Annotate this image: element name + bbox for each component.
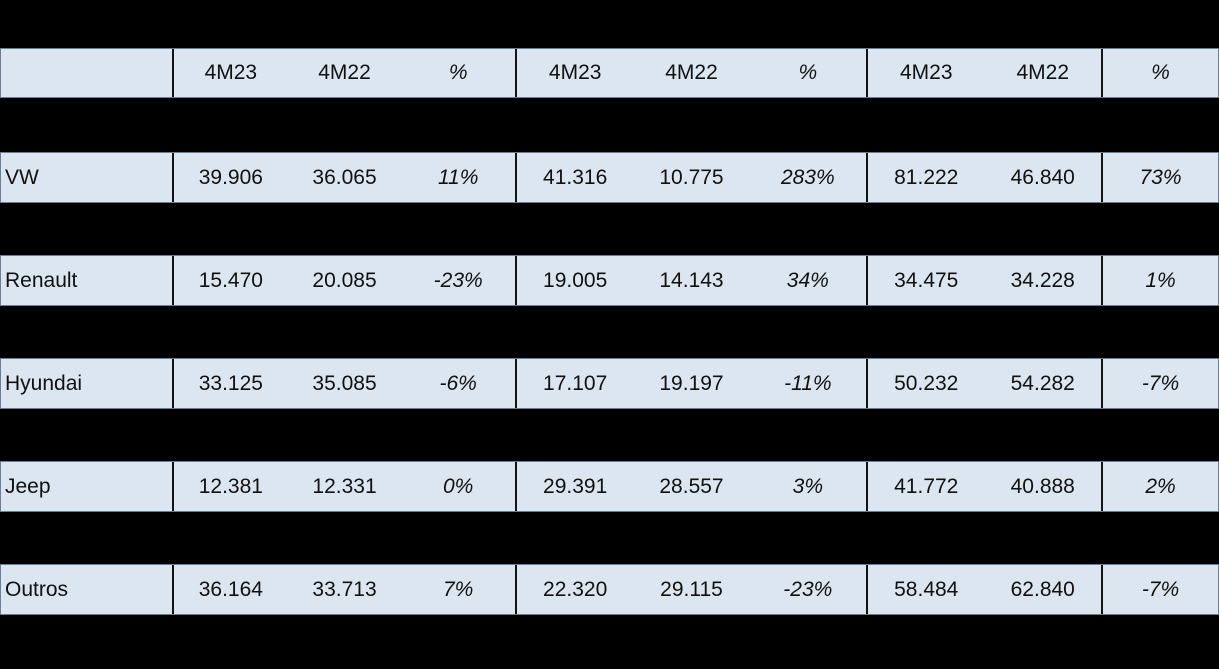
col-header-4m23: 4M23 xyxy=(899,61,953,84)
value-cell: 33.125 xyxy=(198,371,263,395)
value-cell: 39.906 xyxy=(198,165,263,189)
value-cell: 81.222 xyxy=(894,165,959,189)
row-label: Outros xyxy=(0,565,172,614)
value-cell: 58.484 xyxy=(894,577,959,601)
value-cell: 17.107 xyxy=(543,371,608,395)
value-group-4: -7% xyxy=(1101,359,1219,408)
table-row-vw: VW 39.906 36.065 11% 41.316 10.775 283% … xyxy=(0,152,1219,203)
col-header-pct: % xyxy=(448,61,468,84)
value-cell: 10.775 xyxy=(659,165,724,189)
pct-cell: -7% xyxy=(1141,577,1180,601)
row-spacer xyxy=(0,512,1219,564)
value-group-2: 22.320 29.115 -23% xyxy=(515,565,866,614)
value-cell: 19.197 xyxy=(659,371,724,395)
value-group-2: 41.316 10.775 283% xyxy=(515,153,866,202)
value-cell: 20.085 xyxy=(312,268,377,292)
value-cell: 28.557 xyxy=(659,474,724,498)
table-row-hyundai: Hyundai 33.125 35.085 -6% 17.107 19.197 … xyxy=(0,358,1219,409)
col-header-pct: % xyxy=(798,61,818,84)
value-cell: 22.320 xyxy=(543,577,608,601)
corner-cell xyxy=(0,49,172,97)
table-header-row: 4M23 4M22 % 4M23 4M22 % 4M23 4M22 % xyxy=(0,48,1219,98)
value-cell: 41.772 xyxy=(894,474,959,498)
pct-cell: 34% xyxy=(786,268,829,292)
col-header-pct: % xyxy=(1151,61,1170,84)
value-cell: 54.282 xyxy=(1010,371,1075,395)
value-cell: 12.381 xyxy=(198,474,263,498)
value-group-3: 58.484 62.840 xyxy=(866,565,1101,614)
value-group-3: 34.475 34.228 xyxy=(866,256,1101,305)
value-group-1: 33.125 35.085 -6% xyxy=(172,359,515,408)
col-header-4m23: 4M23 xyxy=(548,61,602,84)
value-cell: 14.143 xyxy=(659,268,724,292)
table-row-outros: Outros 36.164 33.713 7% 22.320 29.115 -2… xyxy=(0,564,1219,615)
col-header-4m22: 4M22 xyxy=(318,61,371,84)
row-spacer xyxy=(0,409,1219,461)
value-cell: 29.391 xyxy=(543,474,608,498)
value-cell: 50.232 xyxy=(894,371,959,395)
top-black-band xyxy=(0,0,1219,48)
row-spacer xyxy=(0,203,1219,255)
value-group-3: 81.222 46.840 xyxy=(866,153,1101,202)
pct-cell: -23% xyxy=(433,268,483,292)
header-group-4: % xyxy=(1101,49,1219,97)
col-header-4m22: 4M22 xyxy=(665,61,718,84)
value-group-1: 15.470 20.085 -23% xyxy=(172,256,515,305)
value-group-4: -7% xyxy=(1101,565,1219,614)
value-group-4: 1% xyxy=(1101,256,1219,305)
value-cell: 34.228 xyxy=(1010,268,1075,292)
table-row-jeep: Jeep 12.381 12.331 0% 29.391 28.557 3% 4… xyxy=(0,461,1219,512)
value-group-4: 73% xyxy=(1101,153,1219,202)
pct-cell: 0% xyxy=(443,474,474,498)
header-group-2: 4M23 4M22 % xyxy=(515,49,866,97)
value-cell: 36.164 xyxy=(198,577,263,601)
value-cell: 19.005 xyxy=(543,268,608,292)
value-group-2: 29.391 28.557 3% xyxy=(515,462,866,511)
value-group-2: 17.107 19.197 -11% xyxy=(515,359,866,408)
value-cell: 34.475 xyxy=(894,268,959,292)
value-cell: 41.316 xyxy=(543,165,608,189)
value-group-1: 39.906 36.065 11% xyxy=(172,153,515,202)
pct-cell: -11% xyxy=(784,371,832,395)
value-cell: 33.713 xyxy=(312,577,377,601)
row-label: Jeep xyxy=(0,462,172,511)
value-group-3: 50.232 54.282 xyxy=(866,359,1101,408)
row-spacer xyxy=(0,306,1219,358)
value-cell: 15.470 xyxy=(198,268,263,292)
value-group-2: 19.005 14.143 34% xyxy=(515,256,866,305)
row-spacer xyxy=(0,98,1219,152)
value-cell: 35.085 xyxy=(312,371,377,395)
header-group-3: 4M23 4M22 xyxy=(866,49,1101,97)
row-label: Hyundai xyxy=(0,359,172,408)
row-label: VW xyxy=(0,153,172,202)
value-group-4: 2% xyxy=(1101,462,1219,511)
value-group-1: 36.164 33.713 7% xyxy=(172,565,515,614)
value-cell: 40.888 xyxy=(1010,474,1075,498)
value-cell: 46.840 xyxy=(1010,165,1075,189)
pct-cell: 283% xyxy=(780,165,835,189)
header-group-1: 4M23 4M22 % xyxy=(172,49,515,97)
value-cell: 62.840 xyxy=(1010,577,1075,601)
pct-cell: 2% xyxy=(1145,474,1176,498)
value-cell: 36.065 xyxy=(312,165,377,189)
pct-cell: -7% xyxy=(1141,371,1180,395)
pct-cell: 11% xyxy=(437,165,479,189)
bottom-black-band xyxy=(0,615,1219,667)
pct-cell: 1% xyxy=(1145,268,1176,292)
col-header-4m23: 4M23 xyxy=(204,61,258,84)
value-cell: 29.115 xyxy=(660,577,723,601)
value-cell: 12.331 xyxy=(312,474,377,498)
pct-cell: -6% xyxy=(439,371,477,395)
pct-cell: 73% xyxy=(1139,165,1182,189)
table-row-renault: Renault 15.470 20.085 -23% 19.005 14.143… xyxy=(0,255,1219,306)
pct-cell: 3% xyxy=(792,474,823,498)
value-group-1: 12.381 12.331 0% xyxy=(172,462,515,511)
pct-cell: 7% xyxy=(443,577,474,601)
pct-cell: -23% xyxy=(783,577,833,601)
row-label: Renault xyxy=(0,256,172,305)
col-header-4m22: 4M22 xyxy=(1016,61,1070,84)
value-group-3: 41.772 40.888 xyxy=(866,462,1101,511)
